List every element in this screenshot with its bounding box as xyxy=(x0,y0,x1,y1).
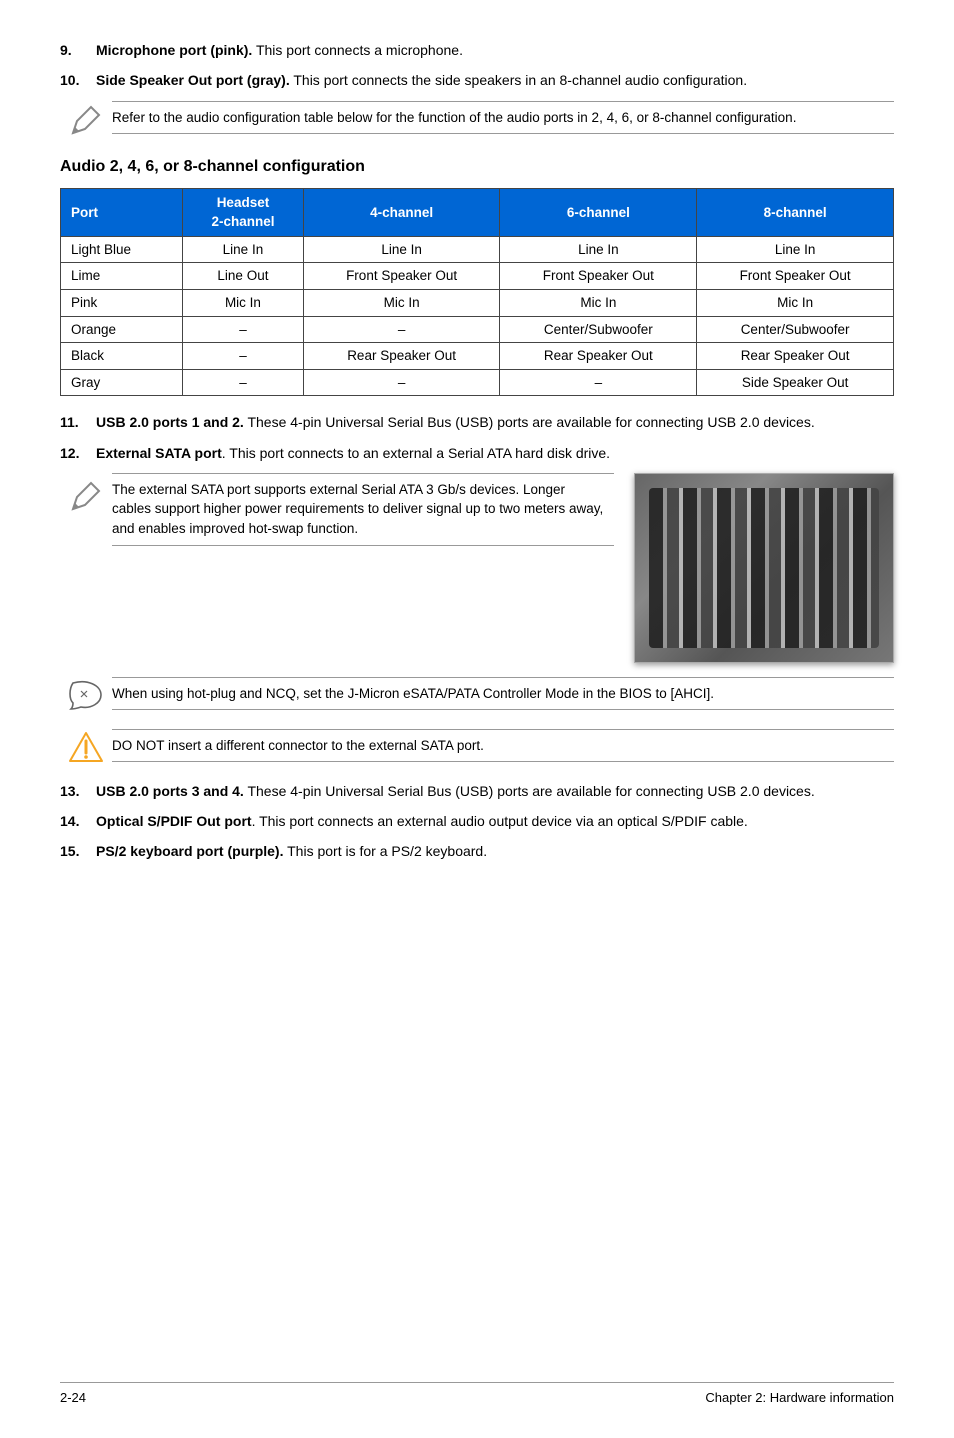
item-rest: This port is for a PS/2 keyboard. xyxy=(283,843,487,859)
note-audio-config: Refer to the audio configuration table b… xyxy=(60,101,894,137)
audio-config-table: Port Headset 2-channel 4-channel 6-chann… xyxy=(60,188,894,397)
th-4ch: 4-channel xyxy=(303,188,500,236)
th-port: Port xyxy=(61,188,183,236)
note-text: When using hot-plug and NCQ, set the J-M… xyxy=(112,677,894,711)
note-warning: DO NOT insert a different connector to t… xyxy=(60,729,894,763)
item-number: 9. xyxy=(60,40,96,60)
audio-config-heading: Audio 2, 4, 6, or 8-channel configuratio… xyxy=(60,155,894,178)
item-rest: This port connects a microphone. xyxy=(252,42,463,58)
table-row: LimeLine OutFront Speaker OutFront Speak… xyxy=(61,263,894,290)
item-number: 11. xyxy=(60,412,96,432)
table-body: Light BlueLine InLine InLine InLine In L… xyxy=(61,236,894,395)
item-rest: . This port connects to an external a Se… xyxy=(222,445,610,461)
chapter-title: Chapter 2: Hardware information xyxy=(705,1389,894,1408)
content-list: 9. Microphone port (pink). This port con… xyxy=(60,40,894,91)
item-title: External SATA port xyxy=(96,445,222,461)
pencil-icon xyxy=(60,473,112,513)
hand-note-icon xyxy=(60,677,112,711)
item-title: USB 2.0 ports 3 and 4. xyxy=(96,783,244,799)
item-15: 15. PS/2 keyboard port (purple). This po… xyxy=(60,841,894,861)
item-11: 11. USB 2.0 ports 1 and 2. These 4-pin U… xyxy=(60,412,894,432)
io-panel-photo xyxy=(634,473,894,663)
item-rest: . This port connects an external audio o… xyxy=(252,813,748,829)
note-text: Refer to the audio configuration table b… xyxy=(112,101,894,135)
item-number: 10. xyxy=(60,70,96,90)
warning-icon xyxy=(60,729,112,763)
page-footer: 2-24 Chapter 2: Hardware information xyxy=(60,1382,894,1408)
note-hotplug: When using hot-plug and NCQ, set the J-M… xyxy=(60,677,894,711)
item-body: External SATA port. This port connects t… xyxy=(96,443,894,463)
item-body: Optical S/PDIF Out port. This port conne… xyxy=(96,811,894,831)
sata-note-text: The external SATA port supports external… xyxy=(112,473,614,546)
content-list-3: 13. USB 2.0 ports 3 and 4. These 4-pin U… xyxy=(60,781,894,862)
item-number: 12. xyxy=(60,443,96,463)
item-rest: This port connects the side speakers in … xyxy=(290,72,747,88)
item-title: USB 2.0 ports 1 and 2. xyxy=(96,414,244,430)
item-number: 13. xyxy=(60,781,96,801)
item-rest: These 4-pin Universal Serial Bus (USB) p… xyxy=(244,783,815,799)
th-6ch: 6-channel xyxy=(500,188,697,236)
item-9: 9. Microphone port (pink). This port con… xyxy=(60,40,894,60)
th-8ch: 8-channel xyxy=(697,188,894,236)
th-2ch: Headset 2-channel xyxy=(183,188,304,236)
item-title: Optical S/PDIF Out port xyxy=(96,813,252,829)
item-body: Microphone port (pink). This port connec… xyxy=(96,40,894,60)
content-list-2: 11. USB 2.0 ports 1 and 2. These 4-pin U… xyxy=(60,412,894,463)
item-10: 10. Side Speaker Out port (gray). This p… xyxy=(60,70,894,90)
item-number: 15. xyxy=(60,841,96,861)
sata-note-block: The external SATA port supports external… xyxy=(60,473,894,663)
table-row: Black–Rear Speaker OutRear Speaker OutRe… xyxy=(61,343,894,370)
item-number: 14. xyxy=(60,811,96,831)
item-14: 14. Optical S/PDIF Out port. This port c… xyxy=(60,811,894,831)
table-row: Light BlueLine InLine InLine InLine In xyxy=(61,236,894,263)
table-row: Gray–––Side Speaker Out xyxy=(61,369,894,396)
page-number: 2-24 xyxy=(60,1389,86,1408)
item-body: PS/2 keyboard port (purple). This port i… xyxy=(96,841,894,861)
item-title: PS/2 keyboard port (purple). xyxy=(96,843,283,859)
item-title: Side Speaker Out port (gray). xyxy=(96,72,290,88)
item-rest: These 4-pin Universal Serial Bus (USB) p… xyxy=(244,414,815,430)
table-row: Orange––Center/SubwooferCenter/Subwoofer xyxy=(61,316,894,343)
item-body: Side Speaker Out port (gray). This port … xyxy=(96,70,894,90)
item-title: Microphone port (pink). xyxy=(96,42,252,58)
item-13: 13. USB 2.0 ports 3 and 4. These 4-pin U… xyxy=(60,781,894,801)
pencil-icon xyxy=(60,101,112,137)
item-body: USB 2.0 ports 1 and 2. These 4-pin Unive… xyxy=(96,412,894,432)
note-text: DO NOT insert a different connector to t… xyxy=(112,729,894,763)
table-row: PinkMic InMic InMic InMic In xyxy=(61,290,894,317)
item-12: 12. External SATA port. This port connec… xyxy=(60,443,894,463)
item-body: USB 2.0 ports 3 and 4. These 4-pin Unive… xyxy=(96,781,894,801)
table-header-row: Port Headset 2-channel 4-channel 6-chann… xyxy=(61,188,894,236)
